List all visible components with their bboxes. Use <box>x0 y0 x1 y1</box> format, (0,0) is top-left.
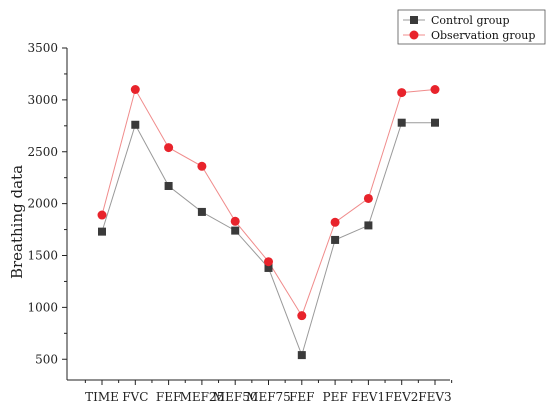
y-axis-title: Breathing data <box>8 165 26 279</box>
y-tick-label: 2500 <box>27 145 58 159</box>
x-tick-label: FEV2 <box>385 390 418 404</box>
legend: Control group Observation group <box>397 9 546 45</box>
y-tick-label: 500 <box>35 352 58 366</box>
observation-point <box>430 85 440 94</box>
series-lines <box>101 88 436 357</box>
observation-point <box>197 161 207 171</box>
legend-label: Control group <box>431 14 510 27</box>
observation-point <box>330 217 340 227</box>
control-point <box>297 351 306 360</box>
y-tick-label: 3000 <box>27 93 58 107</box>
legend-marker <box>410 16 418 24</box>
axes <box>66 48 450 381</box>
y-tick-label: 2000 <box>27 197 58 211</box>
x-tick-label: FEF <box>156 390 181 404</box>
control-point <box>364 221 373 230</box>
observation-point <box>130 85 140 94</box>
y-tick-label: 3500 <box>27 41 58 55</box>
x-tick-label: MEF50 <box>213 390 258 404</box>
observation-point <box>397 88 407 98</box>
y-axis-ticks: 500 1000 1500 2000 2500 3000 3500 <box>27 41 67 366</box>
x-tick-label: MEF75 <box>246 390 291 404</box>
legend-marker <box>409 30 419 40</box>
x-tick-label: FEV3 <box>418 390 451 404</box>
observation-point <box>230 216 240 226</box>
observation-point <box>164 143 174 153</box>
x-tick-label: TIME <box>85 390 119 404</box>
x-tick-label: MEF25 <box>180 390 225 404</box>
control-point <box>197 207 206 216</box>
legend-box <box>397 9 546 45</box>
x-tick-label: FVC <box>122 390 148 404</box>
x-tick-label: FEF <box>289 390 314 404</box>
observation-point <box>297 311 307 321</box>
control-point <box>264 263 273 272</box>
control-point <box>164 181 173 190</box>
series-points <box>97 85 440 360</box>
control-point <box>231 226 240 235</box>
x-tick-label: PEF <box>323 390 348 404</box>
control-point <box>397 118 406 127</box>
legend-label: Observation group <box>431 29 535 42</box>
series-line-0 <box>101 122 435 357</box>
x-tick-label: FEV1 <box>352 390 385 404</box>
y-tick-label: 1000 <box>27 300 58 314</box>
control-point <box>98 227 106 236</box>
observation-point <box>97 210 107 220</box>
y-tick-label: 1500 <box>27 249 58 263</box>
series-line-1 <box>101 88 436 317</box>
control-point <box>331 235 340 244</box>
control-point <box>131 120 140 129</box>
observation-point <box>363 193 373 203</box>
control-point <box>431 118 439 127</box>
observation-point <box>264 257 273 267</box>
